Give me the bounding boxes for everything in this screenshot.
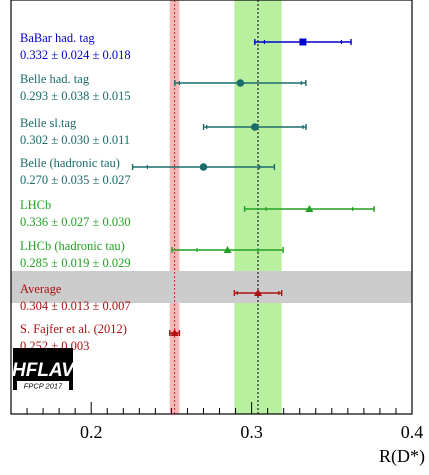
prediction-marker-0 (170, 329, 179, 336)
measurement-marker-5 (223, 246, 232, 253)
x-tick-label-0: 0.2 (80, 422, 103, 442)
x-tick-label-1: 0.3 (240, 422, 263, 442)
hflav-logo-subtitle: FPCP 2017 (24, 382, 63, 391)
prediction-band (169, 0, 180, 414)
measurement-value-0: 0.332 ± 0.024 ± 0.018 (20, 48, 131, 62)
labels-layer: BaBar had. tag 0.332 ± 0.024 ± 0.018 Belle… (20, 31, 131, 353)
measurement-value-4: 0.336 ± 0.027 ± 0.030 (20, 215, 131, 229)
plot-frame (10, 0, 413, 415)
measurement-label-2: Belle sl.tag (20, 116, 77, 130)
average-label-0: Average (20, 282, 62, 296)
average-band (234, 0, 282, 414)
measurement-label-5: LHCb (hadronic tau) (20, 239, 125, 253)
measurement-marker-0 (299, 38, 307, 46)
measurement-marker-3 (199, 163, 208, 171)
average-marker-0 (254, 289, 263, 296)
measurement-marker-2 (251, 123, 259, 131)
measurement-label-3: Belle (hadronic tau) (20, 156, 120, 170)
hflav-logo-text: HFLAV (12, 360, 75, 381)
measurement-label-4: LHCb (20, 198, 51, 212)
bands-layer (11, 0, 412, 414)
measurement-marker-4 (305, 205, 314, 212)
average-row-band (11, 271, 412, 303)
measurement-label-0: BaBar had. tag (20, 31, 95, 45)
x-tick-label-2: 0.4 (401, 422, 424, 442)
x-axis: 0.2 0.3 0.4 (10, 402, 424, 442)
prediction-label-0: S. Fajfer et al. (2012) (20, 322, 127, 336)
measurement-label-1: Belle had. tag (20, 72, 90, 86)
measurement-value-5: 0.285 ± 0.019 ± 0.029 (20, 256, 131, 270)
measurement-marker-1 (236, 79, 245, 87)
measurement-value-3: 0.270 ± 0.035 ± 0.027 (20, 173, 131, 187)
measurement-value-2: 0.302 ± 0.030 ± 0.011 (20, 133, 130, 147)
hflav-logo: HFLAV FPCP 2017 (12, 348, 75, 391)
marks-layer (131, 38, 375, 336)
x-axis-label: R(D*) (379, 446, 425, 467)
measurement-value-1: 0.293 ± 0.038 ± 0.015 (20, 89, 131, 103)
average-value-0: 0.304 ± 0.013 ± 0.007 (20, 299, 131, 313)
